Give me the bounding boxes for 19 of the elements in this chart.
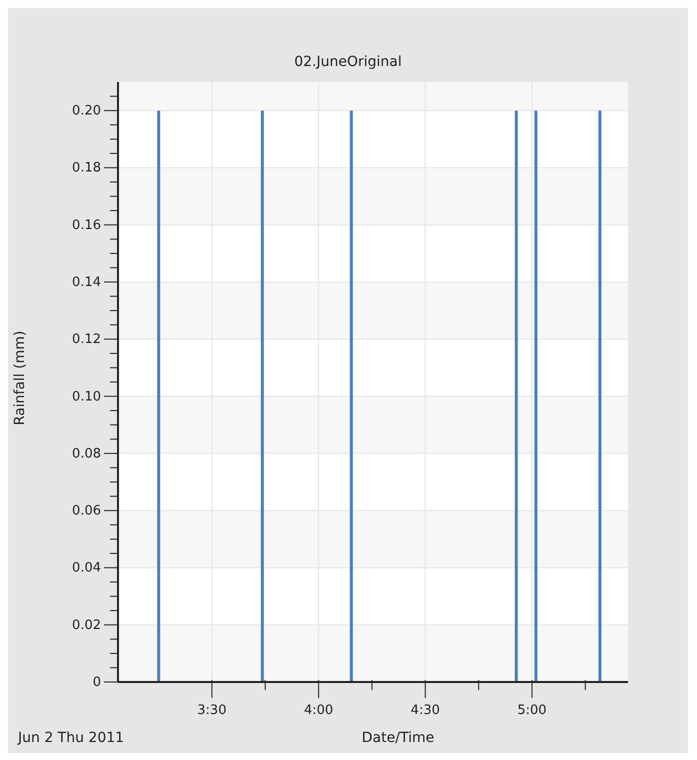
y-tick-label: 0.04 — [72, 560, 101, 576]
x-tick-label: 4:30 — [410, 703, 440, 718]
x-axis-title: Date/Time — [362, 730, 434, 746]
y-tick-label: 0.08 — [72, 446, 101, 462]
y-tick-label: 0 — [92, 675, 101, 690]
x-tick-label: 3:30 — [197, 703, 226, 718]
x-tick-label: 4:00 — [304, 703, 334, 718]
x-tick-label: 5:00 — [517, 703, 547, 718]
text: Jun 2 Thu 2011 — [18, 730, 124, 746]
y-tick-label: 0.06 — [72, 504, 101, 519]
y-tick-label: 0.12 — [72, 332, 101, 348]
y-tick-label: 0.18 — [72, 160, 101, 176]
y-tick-label: 0.10 — [72, 389, 101, 404]
y-tick-label: 0.02 — [72, 618, 101, 633]
y-tick-label: 0.14 — [72, 275, 101, 290]
chart-title: 02.JuneOriginal — [293, 54, 403, 70]
y-tick-label: 0.16 — [72, 218, 101, 233]
y-tick-label: 0.20 — [72, 104, 101, 119]
y-axis-title: Rainfall (mm) — [12, 330, 28, 426]
